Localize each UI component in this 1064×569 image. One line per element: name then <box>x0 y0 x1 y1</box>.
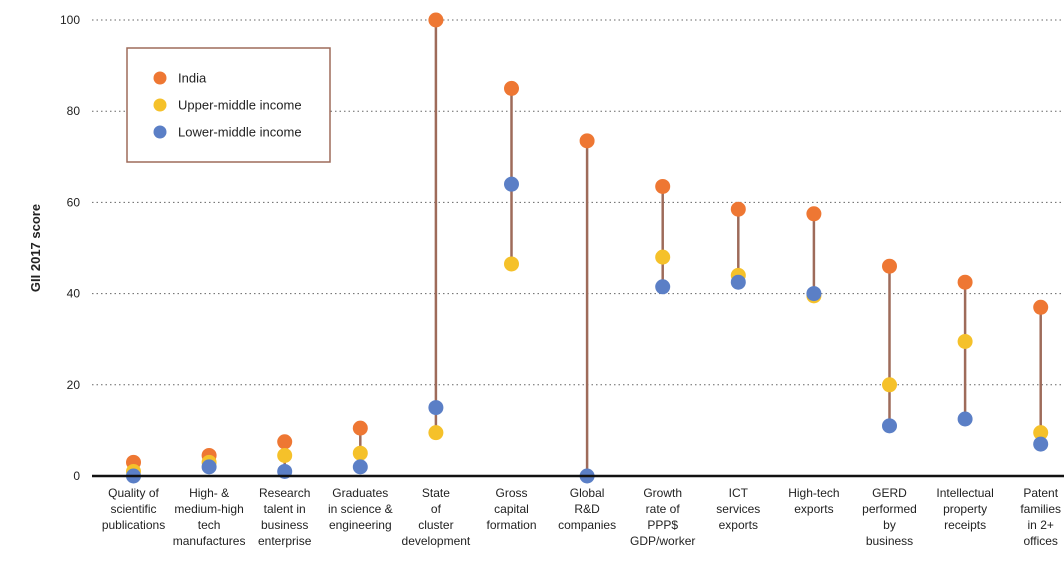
y-tick-label: 40 <box>67 287 81 301</box>
category-label: companies <box>558 518 616 532</box>
category-label: ICT <box>729 486 749 500</box>
legend-swatch <box>153 71 167 85</box>
data-point <box>352 420 368 436</box>
category-label: Global <box>570 486 605 500</box>
category-label: by <box>883 518 896 532</box>
category-label: engineering <box>329 518 392 532</box>
category-label: development <box>402 534 471 548</box>
data-point <box>730 201 746 217</box>
category-label: Gross <box>495 486 527 500</box>
category-label: business <box>866 534 913 548</box>
category-label: GDP/worker <box>630 534 695 548</box>
category-label: PPP$ <box>647 518 678 532</box>
data-point <box>882 377 897 393</box>
category-label: capital <box>494 502 529 516</box>
category-label: exports <box>794 502 833 516</box>
y-tick-label: 60 <box>67 195 81 209</box>
data-point <box>1033 436 1049 452</box>
data-point <box>806 206 822 222</box>
category-label: offices <box>1023 534 1057 548</box>
data-point <box>655 249 671 265</box>
data-point <box>579 133 595 149</box>
category-label: property <box>943 502 987 516</box>
category-label: performed <box>862 502 917 516</box>
data-point <box>957 333 973 349</box>
category-label: High-tech <box>788 486 839 500</box>
y-tick-label: 20 <box>67 378 81 392</box>
data-point <box>1033 425 1049 441</box>
data-point <box>428 425 444 441</box>
category-label: business <box>261 518 308 532</box>
data-point <box>957 411 973 427</box>
y-tick-label: 0 <box>73 469 80 483</box>
data-point <box>428 400 444 416</box>
category-label: tech <box>198 518 221 532</box>
y-tick-label: 100 <box>60 13 80 27</box>
category-label: Graduates <box>332 486 388 500</box>
category-label: R&D <box>574 502 600 516</box>
category-label: State <box>422 486 450 500</box>
category-label: High- & <box>189 486 229 500</box>
data-point <box>277 434 293 450</box>
category-label: talent in <box>264 502 306 516</box>
data-point <box>882 258 897 274</box>
category-label: Research <box>259 486 310 500</box>
data-point <box>655 178 671 194</box>
y-tick-label: 80 <box>67 104 81 118</box>
category-labels: Quality of scientific publications High- & m… <box>102 486 1061 548</box>
category-label: exports <box>719 518 758 532</box>
category-label: in science & <box>328 502 393 516</box>
data-point <box>504 80 519 96</box>
category-label: services <box>716 502 760 516</box>
data-point <box>201 459 217 475</box>
data-point <box>655 279 671 295</box>
category-label: publications <box>102 518 165 532</box>
data-point <box>504 256 519 272</box>
category-label: Intellectual <box>936 486 993 500</box>
data-point <box>882 418 897 434</box>
category-label: Growth <box>643 486 682 500</box>
data-point <box>504 176 519 192</box>
category-label: Quality of <box>108 486 159 500</box>
category-label: manufactures <box>173 534 246 548</box>
data-point <box>352 459 368 475</box>
category-label: cluster <box>418 518 453 532</box>
data-point <box>352 445 368 461</box>
data-point <box>957 274 973 290</box>
category-label: enterprise <box>258 534 312 548</box>
y-tick-labels: 0 20 40 60 80 100 <box>60 13 80 483</box>
legend-label: India <box>178 71 207 86</box>
y-axis-title: GII 2017 score <box>28 204 43 292</box>
data-point <box>1033 299 1049 315</box>
category-label: medium-high <box>174 502 243 516</box>
category-label: of <box>431 502 442 516</box>
legend: India Upper-middle income Lower-middle inc… <box>126 47 331 163</box>
data-points <box>126 12 1049 484</box>
data-point <box>730 274 746 290</box>
category-label: Patent <box>1023 486 1058 500</box>
category-label: in 2+ <box>1028 518 1054 532</box>
data-point <box>428 12 444 28</box>
category-label: rate of <box>646 502 681 516</box>
legend-label: Lower-middle income <box>178 125 302 140</box>
category-label: GERD <box>872 486 907 500</box>
category-label: receipts <box>944 518 986 532</box>
category-label: formation <box>486 518 536 532</box>
data-point <box>277 447 293 463</box>
legend-swatch <box>153 125 167 139</box>
data-point <box>806 286 822 302</box>
legend-swatch <box>153 98 167 112</box>
category-label: families <box>1020 502 1061 516</box>
category-label: scientific <box>110 502 156 516</box>
legend-label: Upper-middle income <box>178 98 302 113</box>
